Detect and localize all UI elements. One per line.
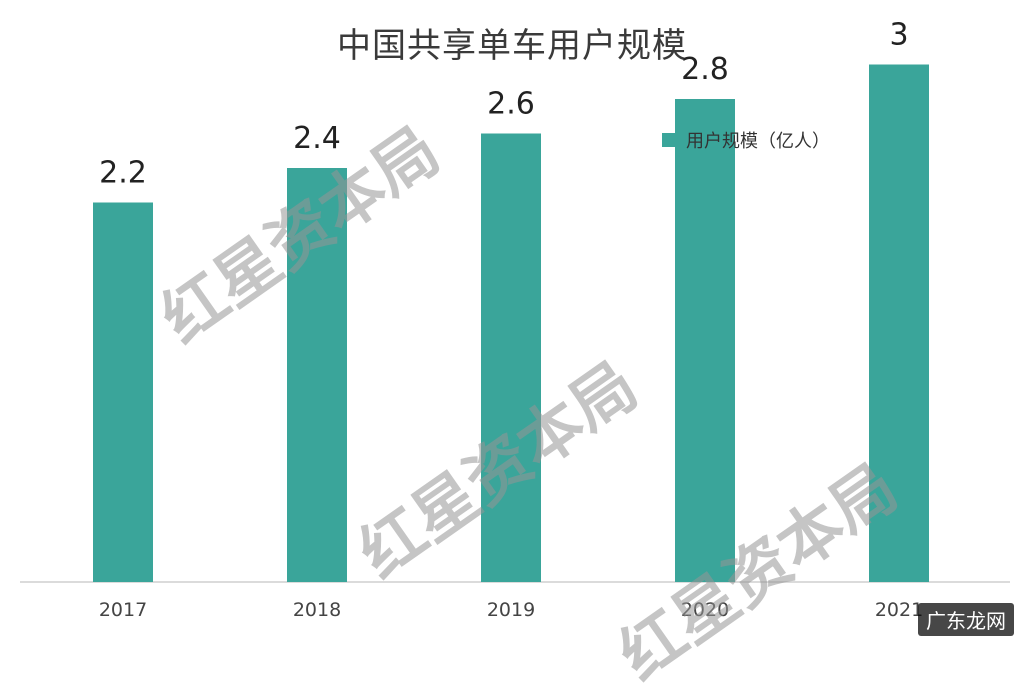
bar-chart: 2.2 2017 2.4 2018 2.6 2019 2.8 2020 3 2021 用户规模（亿… xyxy=(20,18,1010,621)
legend-label: 用户规模（亿人） xyxy=(686,131,830,152)
x-tick-label-2020: 2020 xyxy=(681,599,729,621)
x-tick-label-2019: 2019 xyxy=(487,599,535,621)
data-label-2021: 3 xyxy=(889,18,908,53)
bar-2021 xyxy=(869,64,929,582)
x-tick-label-2018: 2018 xyxy=(293,599,341,621)
data-label-2020: 2.8 xyxy=(681,52,729,87)
legend-swatch xyxy=(662,133,676,147)
bar-2018 xyxy=(287,168,347,582)
bar-2020 xyxy=(675,99,735,582)
data-label-2019: 2.6 xyxy=(487,87,535,122)
bar-2017 xyxy=(93,202,153,582)
chart-title: 中国共享单车用户规模 xyxy=(337,26,687,66)
x-tick-label-2017: 2017 xyxy=(99,599,147,621)
data-label-2018: 2.4 xyxy=(293,121,341,156)
legend: 用户规模（亿人） xyxy=(662,131,830,152)
x-tick-label-2021: 2021 xyxy=(875,599,923,621)
bar-2019 xyxy=(481,133,541,582)
data-label-2017: 2.2 xyxy=(99,156,147,191)
bars-layer: 2.2 2017 2.4 2018 2.6 2019 2.8 2020 3 2021 xyxy=(93,18,929,621)
site-badge: 广东龙网 xyxy=(918,603,1014,636)
